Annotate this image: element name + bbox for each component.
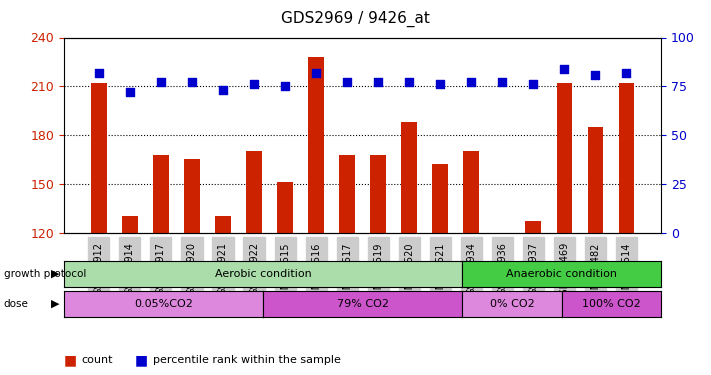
Point [466,80,477,86]
Point [559,66,570,72]
Text: count: count [82,355,113,365]
Point [341,80,353,86]
Bar [91,83,107,232]
Point [373,80,384,86]
Text: dose: dose [4,299,28,309]
Bar [587,127,603,232]
Point [528,81,539,87]
Point [589,72,601,78]
Bar [432,164,448,232]
Text: ▶: ▶ [51,269,60,279]
Text: Anaerobic condition: Anaerobic condition [506,269,617,279]
Point [186,80,198,86]
Bar [309,57,324,232]
Text: 0.05%CO2: 0.05%CO2 [134,299,193,309]
Point [218,87,229,93]
Text: ■: ■ [135,353,148,367]
Point [155,80,166,86]
Bar [277,182,293,232]
Point [124,89,136,95]
Bar [122,216,138,232]
Text: Aerobic condition: Aerobic condition [215,269,311,279]
Bar [464,151,479,232]
Text: ■: ■ [64,353,77,367]
Point [403,80,415,86]
Bar [619,83,634,232]
Bar [557,83,572,232]
Text: ▶: ▶ [51,299,60,309]
Point [621,70,632,76]
Bar [402,122,417,232]
Point [434,81,446,87]
Text: 0% CO2: 0% CO2 [490,299,534,309]
Text: percentile rank within the sample: percentile rank within the sample [153,355,341,365]
Point [93,70,105,76]
Point [248,81,260,87]
Text: 100% CO2: 100% CO2 [582,299,641,309]
Bar [246,151,262,232]
Text: GDS2969 / 9426_at: GDS2969 / 9426_at [281,11,430,27]
Point [279,83,291,89]
Point [311,70,322,76]
Bar [339,154,355,232]
Bar [370,154,386,232]
Bar [215,216,231,232]
Bar [153,154,169,232]
Text: growth protocol: growth protocol [4,269,86,279]
Bar [525,221,541,232]
Bar [184,159,200,232]
Point [496,80,508,86]
Text: 79% CO2: 79% CO2 [336,299,389,309]
